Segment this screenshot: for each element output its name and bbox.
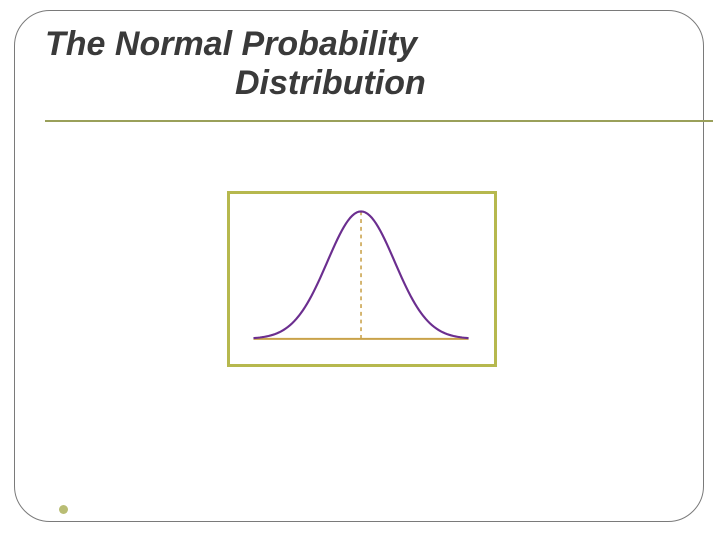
slide-frame: The Normal Probability Distribution: [14, 10, 704, 522]
title-underline: [45, 120, 713, 122]
footer-bullet-icon: [59, 505, 68, 514]
normal-distribution-chart: [227, 191, 497, 367]
title-line-2: Distribution: [45, 64, 705, 103]
title-line-1: The Normal Probability: [45, 25, 705, 64]
chart-svg: [230, 194, 494, 364]
title-block: The Normal Probability Distribution: [45, 25, 705, 103]
